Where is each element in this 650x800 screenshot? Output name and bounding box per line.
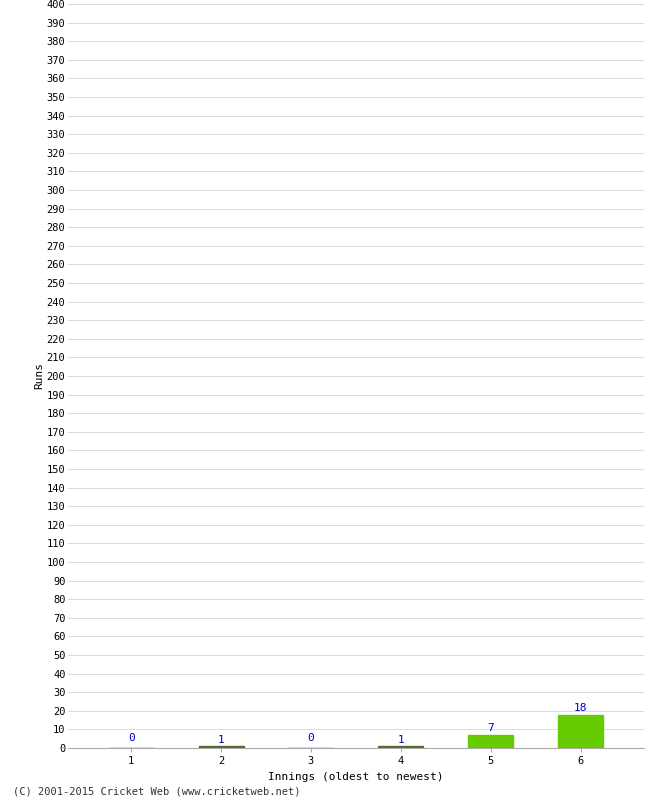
Bar (378, 746, 423, 748)
Text: 18: 18 (574, 703, 588, 713)
Y-axis label: Runs: Runs (34, 362, 44, 390)
Bar (468, 735, 513, 748)
Bar (199, 746, 244, 748)
Text: 0: 0 (128, 734, 135, 743)
Text: 1: 1 (397, 734, 404, 745)
Text: 0: 0 (307, 734, 315, 743)
Bar (558, 714, 603, 748)
Text: 1: 1 (218, 734, 224, 745)
X-axis label: Innings (oldest to newest): Innings (oldest to newest) (268, 772, 443, 782)
Text: (C) 2001-2015 Cricket Web (www.cricketweb.net): (C) 2001-2015 Cricket Web (www.cricketwe… (13, 786, 300, 796)
Text: 7: 7 (488, 723, 494, 734)
